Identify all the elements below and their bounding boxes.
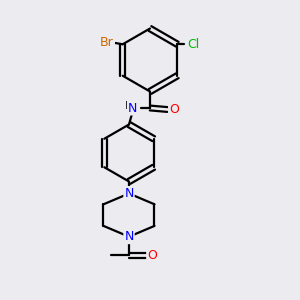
Text: N: N: [128, 101, 137, 115]
Text: N: N: [124, 230, 134, 243]
Text: O: O: [169, 103, 179, 116]
Text: H: H: [125, 100, 133, 111]
Text: Cl: Cl: [187, 38, 199, 51]
Text: O: O: [147, 249, 157, 262]
Text: Br: Br: [100, 36, 114, 49]
Text: N: N: [124, 187, 134, 200]
